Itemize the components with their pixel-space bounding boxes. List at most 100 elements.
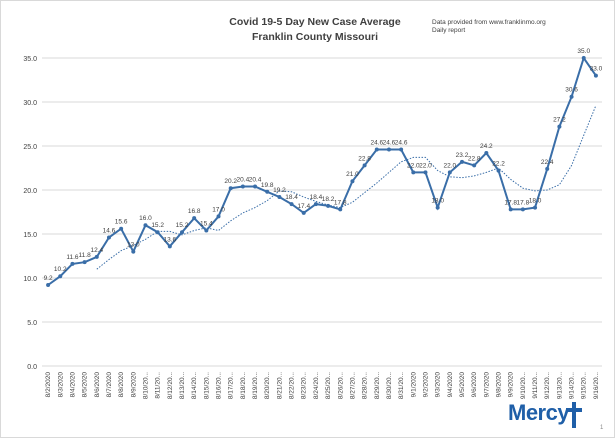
report-note: Daily report <box>432 27 466 34</box>
x-tick-label: 9/5/2020 <box>459 372 466 398</box>
source-note: Data provided from www.franklinmo.org <box>432 19 546 26</box>
data-label: 9.2 <box>44 275 53 282</box>
data-point <box>131 249 136 254</box>
x-tick-label: 8/5/2020 <box>82 372 89 398</box>
x-tick-label: 9/7/2020 <box>483 372 490 398</box>
data-point <box>374 147 379 152</box>
data-label: 19.2 <box>273 187 286 194</box>
data-point <box>180 230 184 235</box>
data-label: 17.0 <box>212 206 225 213</box>
data-label: 35.0 <box>577 48 590 55</box>
x-tick-label: 8/23/20... <box>301 372 308 399</box>
x-tick-label: 8/29/20... <box>374 372 381 399</box>
x-tick-label: 8/17/20... <box>228 372 235 399</box>
data-label: 16.8 <box>188 208 201 215</box>
x-tick-label: 9/10/20... <box>520 372 527 399</box>
x-tick-label: 8/27/20... <box>349 372 356 399</box>
y-tick-label: 0.0 <box>27 364 37 371</box>
x-tick-label: 8/6/2020 <box>94 372 101 398</box>
x-tick-label: 8/16/20... <box>216 372 223 399</box>
data-point <box>192 216 197 221</box>
x-tick-label: 8/15/20... <box>203 372 210 399</box>
y-tick-label: 25.0 <box>23 144 37 151</box>
x-tick-label: 8/13/20... <box>179 372 186 399</box>
x-tick-label: 8/9/2020 <box>130 372 137 398</box>
data-label: 20.4 <box>237 176 250 183</box>
data-point <box>423 170 428 175</box>
x-tick-label: 8/7/2020 <box>106 372 113 398</box>
data-label: 16.0 <box>139 215 152 222</box>
data-label: 11.8 <box>79 252 92 259</box>
mercy-logo-text: Mercy <box>508 400 570 425</box>
data-label: 22.2 <box>492 161 505 168</box>
x-tick-label: 8/25/20... <box>325 372 332 399</box>
data-label: 27.2 <box>553 117 566 124</box>
data-point <box>447 170 452 175</box>
y-tick-label: 5.0 <box>27 320 37 327</box>
data-label: 17.4 <box>297 203 310 210</box>
data-label: 20.2 <box>224 178 237 185</box>
data-label: 10.2 <box>54 266 67 273</box>
x-tick-label: 8/22/20... <box>289 372 296 399</box>
x-tick-label: 8/2/2020 <box>45 372 52 398</box>
y-tick-label: 35.0 <box>23 56 37 63</box>
data-label: 22.8 <box>468 155 481 162</box>
x-tick-label: 9/2/2020 <box>422 372 429 398</box>
data-label: 11.6 <box>66 254 79 261</box>
data-label: 22.0 <box>443 162 456 169</box>
data-point <box>338 207 343 212</box>
data-point <box>46 283 51 288</box>
data-point <box>240 184 245 189</box>
data-label: 18.0 <box>431 198 444 205</box>
data-label: 33.0 <box>590 66 603 73</box>
data-point <box>362 163 367 168</box>
data-label: 13.6 <box>163 236 176 243</box>
x-tick-label: 8/8/2020 <box>118 372 125 398</box>
x-tick-label: 8/24/20... <box>313 372 320 399</box>
x-tick-label: 8/26/20... <box>337 372 344 399</box>
data-point <box>94 254 99 259</box>
data-point <box>386 147 391 152</box>
x-tick-label: 8/21/20... <box>276 372 283 399</box>
data-label: 22.0 <box>407 162 420 169</box>
data-point <box>228 186 233 191</box>
data-label: 12.4 <box>90 247 103 254</box>
data-point <box>569 94 574 99</box>
data-point <box>496 168 501 173</box>
x-tick-label: 9/12/20... <box>544 372 551 399</box>
x-tick-label: 8/20/20... <box>264 372 271 399</box>
data-point <box>265 189 270 194</box>
x-tick-label: 9/1/2020 <box>410 372 417 398</box>
data-point <box>289 202 294 207</box>
x-tick-label: 9/11/20... <box>532 372 539 399</box>
data-label: 18.4 <box>285 194 298 201</box>
data-point <box>545 166 550 171</box>
x-tick-label: 8/30/20... <box>386 372 393 399</box>
data-label: 24.2 <box>480 143 493 150</box>
data-point <box>460 159 464 164</box>
data-point <box>82 260 87 265</box>
x-tick-label: 9/14/20... <box>569 372 576 399</box>
data-point <box>484 151 489 156</box>
data-label: 23.2 <box>456 152 469 159</box>
data-label: 30.6 <box>565 87 578 94</box>
data-label: 22.0 <box>419 162 432 169</box>
x-tick-label: 8/28/20... <box>362 372 369 399</box>
data-label: 19.8 <box>261 182 274 189</box>
data-point <box>167 244 172 249</box>
chart-title: Covid 19-5 Day New Case Average <box>229 16 401 28</box>
data-point <box>70 261 75 266</box>
data-label: 22.8 <box>358 155 371 162</box>
data-label: 15.2 <box>151 222 164 229</box>
data-label: 14.6 <box>103 228 116 235</box>
x-tick-label: 8/18/20... <box>240 372 247 399</box>
data-point <box>350 179 355 184</box>
x-tick-label: 8/31/20... <box>398 372 405 399</box>
data-point <box>593 73 598 78</box>
data-label: 24.6 <box>383 140 396 147</box>
data-label: 18.0 <box>529 198 542 205</box>
x-tick-label: 9/3/2020 <box>435 372 442 398</box>
x-tick-label: 9/4/2020 <box>447 372 454 398</box>
data-point <box>143 223 148 228</box>
data-point <box>119 226 124 231</box>
